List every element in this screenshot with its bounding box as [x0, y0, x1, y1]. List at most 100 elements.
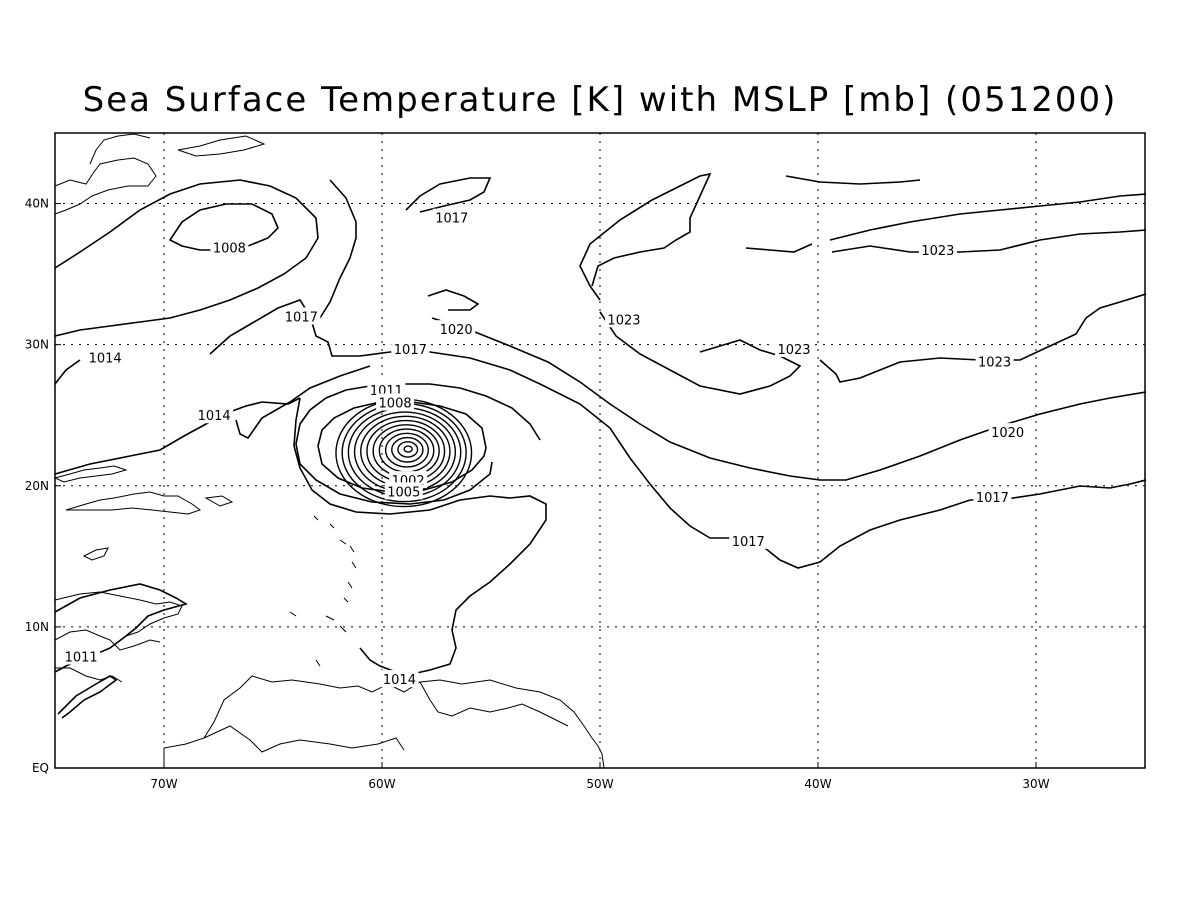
isobar-1020-upper [427, 289, 480, 311]
isobar-inner-ring [391, 436, 424, 463]
coast-guianas [419, 681, 569, 727]
contour-label-text: 1014 [89, 351, 122, 366]
isobar-1017-north-crossing [319, 179, 357, 319]
contour-label-text: 1023 [777, 343, 810, 358]
coast-venezuela-inland [203, 725, 405, 753]
coast-colombia [54, 591, 183, 637]
x-tick-label: 70W [150, 777, 177, 791]
coast-jamaica [82, 547, 109, 561]
contour-label: 1008 [210, 238, 249, 256]
contour-label-bg [86, 348, 125, 366]
contour-label-text: 1008 [213, 241, 246, 256]
page-title: Sea Surface Temperature [K] with MSLP [m… [82, 80, 1118, 120]
contour-label: 1023 [975, 352, 1014, 371]
isobar-1023-central [579, 172, 712, 301]
coast-puerto-rico [204, 495, 234, 507]
isobar-1023-loop [599, 311, 802, 395]
contour-label-bg [282, 307, 321, 325]
contour-label-bg [973, 488, 1012, 506]
contour-label-text: 1023 [921, 244, 954, 259]
contour-label-text: 1017 [976, 491, 1009, 506]
contour-label: 1020 [437, 320, 476, 338]
isobar-inner-ring [384, 432, 430, 468]
coast-panama [55, 667, 123, 683]
contour-label-bg [729, 531, 768, 549]
y-tick-label: 30N [25, 338, 49, 352]
contour-label: 1014 [86, 348, 125, 366]
x-tick-label: 60W [368, 777, 395, 791]
isobar-inner-ring [403, 445, 413, 453]
isobar-inner-ring [397, 441, 419, 458]
coastlines [53, 133, 605, 769]
contour-label-text: 1023 [978, 356, 1011, 371]
isobar-1011-north [54, 179, 319, 337]
x-tick-label: 50W [586, 777, 613, 791]
isobars [54, 172, 1147, 719]
contour-label-text: 1017 [394, 343, 427, 358]
contour-label-bg [391, 339, 430, 357]
coast-hispaniola [65, 491, 202, 515]
contour-label-bg [62, 647, 101, 665]
contour-label-text: 1020 [991, 426, 1024, 441]
isobar-1008-ring [317, 401, 487, 493]
contour-label-bg [437, 320, 476, 338]
contour-label-text: 1020 [440, 323, 473, 338]
contour-labels: 1008 1017 1017 1014 1020 1023 1023 1017 1023 1023… [62, 208, 1027, 688]
contour-label-text: 1017 [435, 212, 468, 227]
contour-label-bg [604, 310, 643, 328]
contour-label: 1023 [918, 241, 957, 259]
contour-label: 1008 [376, 393, 415, 412]
isobar-1008-north [168, 203, 279, 251]
contour-label: 1017 [973, 488, 1012, 506]
coast-central-america [54, 629, 161, 651]
contour-label-bg [988, 423, 1027, 441]
contour-label: 1023 [775, 339, 814, 358]
contour-label: 1017 [432, 208, 471, 227]
x-tick-label: 30W [1022, 777, 1049, 791]
contour-label: 1014 [380, 670, 419, 688]
contour-label-text: 1011 [65, 651, 98, 666]
isobar-1011-ring [295, 383, 541, 505]
contour-label-bg [975, 352, 1014, 370]
contour-label-text: 1014 [198, 409, 231, 424]
grid-lines [55, 133, 1145, 768]
isobar-1017-west [235, 365, 371, 440]
contour-label-bg [376, 393, 415, 411]
contour-label-text: 1005 [387, 485, 420, 500]
y-tick-label: 20N [25, 479, 49, 493]
isobar-1014-north [54, 359, 81, 385]
isobar-1017-nw [209, 299, 1147, 569]
y-tick-label: 40N [25, 197, 49, 211]
axis-ticks: 70W 60W 50W 40W 30W EQ 10N 20N 30N 40N [25, 197, 1050, 791]
contour-label-text: 1023 [607, 313, 640, 328]
contour-label-text: 1008 [379, 397, 412, 412]
isobar-inner-ring [372, 424, 440, 478]
isobar-1023-ne-small [745, 243, 813, 253]
contour-label: 1017 [729, 531, 768, 550]
coast-lesser-antilles [289, 515, 357, 667]
contour-label-text: 1014 [383, 673, 416, 688]
coast-north-america [54, 157, 157, 215]
contour-label-bg [384, 482, 423, 500]
contour-label-bg [210, 238, 249, 256]
isobar-1014-west [54, 397, 301, 475]
contour-label: 1011 [62, 647, 101, 666]
contour-label-bg [195, 406, 234, 424]
contour-label-text: 1017 [285, 310, 318, 325]
contour-label-text: 1017 [732, 535, 765, 550]
contour-label: 1023 [604, 310, 643, 328]
isobar-inner-ring [378, 428, 435, 473]
contour-label: 1005 [384, 482, 423, 500]
x-tick-label: 40W [804, 777, 831, 791]
contour-label: 1020 [988, 423, 1027, 441]
coast-cuba [53, 465, 128, 483]
contour-label-bg [432, 208, 471, 226]
coast-south-america [163, 675, 605, 769]
y-tick-label: 10N [25, 620, 49, 634]
contour-label: 1017 [391, 339, 430, 358]
y-tick-label: EQ [32, 761, 49, 775]
contour-label-bg [918, 241, 957, 259]
isobar-1011-sw [57, 675, 118, 719]
coast-canada [89, 133, 266, 165]
